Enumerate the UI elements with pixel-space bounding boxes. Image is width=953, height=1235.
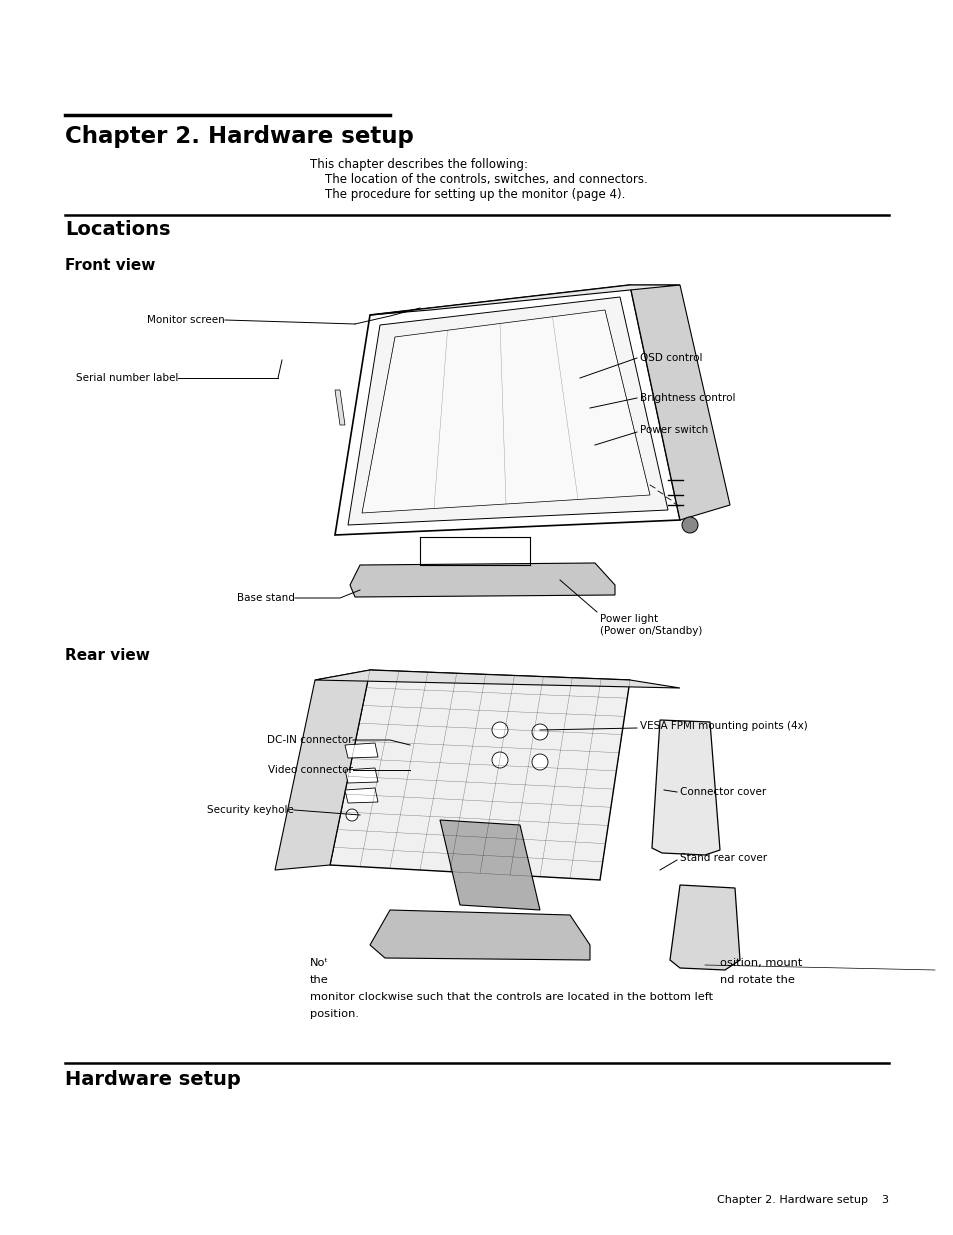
- Text: the: the: [310, 974, 329, 986]
- Circle shape: [681, 517, 698, 534]
- Polygon shape: [370, 285, 679, 315]
- Polygon shape: [361, 310, 649, 513]
- Text: nd rotate the: nd rotate the: [720, 974, 794, 986]
- Text: The location of the controls, switches, and connectors.: The location of the controls, switches, …: [325, 173, 647, 186]
- Circle shape: [532, 724, 547, 740]
- Text: Noᵗ: Noᵗ: [310, 958, 329, 968]
- Text: Security keyhole: Security keyhole: [207, 805, 294, 815]
- Text: OSD control: OSD control: [639, 353, 701, 363]
- Circle shape: [532, 755, 547, 769]
- Polygon shape: [651, 720, 720, 855]
- Polygon shape: [439, 820, 539, 910]
- Polygon shape: [350, 563, 615, 597]
- Text: Chapter 2. Hardware setup    3: Chapter 2. Hardware setup 3: [717, 1195, 888, 1205]
- Text: Front view: Front view: [65, 258, 155, 273]
- Text: Serial number label: Serial number label: [75, 373, 178, 383]
- Text: monitor clockwise such that the controls are located in the bottom left: monitor clockwise such that the controls…: [310, 992, 713, 1002]
- Text: The procedure for setting up the monitor (page 4).: The procedure for setting up the monitor…: [325, 188, 625, 201]
- Text: position.: position.: [310, 1009, 358, 1019]
- Text: Brightness control: Brightness control: [639, 393, 735, 403]
- Polygon shape: [274, 671, 370, 869]
- Text: Power switch: Power switch: [639, 425, 707, 435]
- Polygon shape: [370, 910, 589, 960]
- Polygon shape: [330, 671, 629, 881]
- Text: Chapter 2. Hardware setup: Chapter 2. Hardware setup: [65, 125, 414, 148]
- Polygon shape: [669, 885, 740, 969]
- Text: VESA FPMI mounting points (4x): VESA FPMI mounting points (4x): [639, 721, 807, 731]
- Polygon shape: [345, 743, 377, 758]
- Polygon shape: [314, 671, 679, 688]
- Polygon shape: [629, 285, 729, 520]
- Text: Locations: Locations: [65, 220, 171, 240]
- Text: Monitor screen: Monitor screen: [147, 315, 225, 325]
- Text: Hardware setup: Hardware setup: [65, 1070, 240, 1089]
- Text: Video connector: Video connector: [268, 764, 353, 776]
- Polygon shape: [348, 296, 667, 525]
- Polygon shape: [345, 768, 377, 783]
- Polygon shape: [345, 788, 377, 803]
- Text: Rear view: Rear view: [65, 648, 150, 663]
- Text: Power light
(Power on/Standby): Power light (Power on/Standby): [599, 614, 701, 636]
- Polygon shape: [335, 390, 345, 425]
- Text: osition, mount: osition, mount: [720, 958, 801, 968]
- Text: Connector cover: Connector cover: [679, 787, 765, 797]
- Circle shape: [492, 752, 507, 768]
- Text: DC-IN connector: DC-IN connector: [267, 735, 353, 745]
- Text: Stand rear cover: Stand rear cover: [679, 853, 766, 863]
- Circle shape: [492, 722, 507, 739]
- Text: Base stand: Base stand: [237, 593, 294, 603]
- Text: This chapter describes the following:: This chapter describes the following:: [310, 158, 527, 170]
- Circle shape: [346, 809, 357, 821]
